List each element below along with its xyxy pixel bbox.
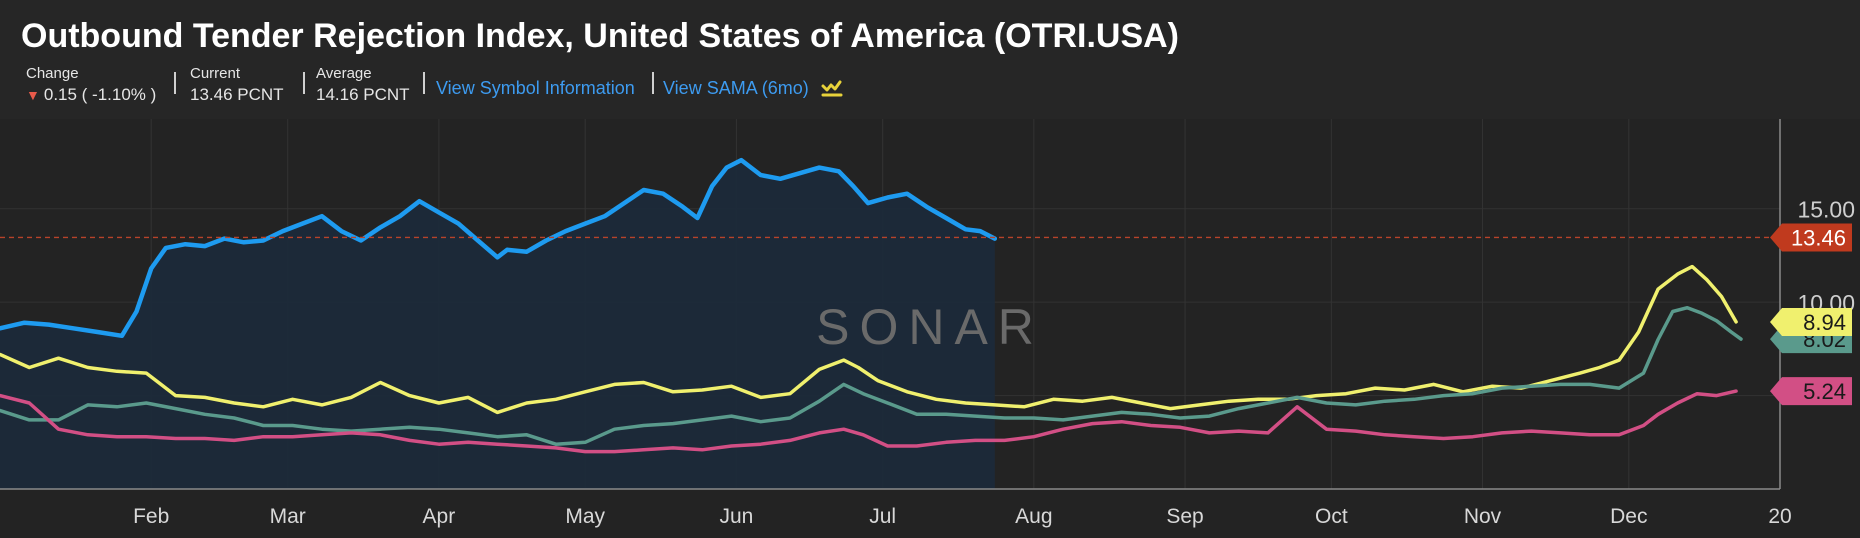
value-tag-text: 5.24	[1803, 379, 1846, 404]
pink-value-tag: 5.24	[1770, 377, 1852, 406]
page-title: Outbound Tender Rejection Index, United …	[21, 17, 1179, 55]
x-tick-label: Sep	[1166, 505, 1203, 528]
view-sama-link[interactable]: View SAMA (6mo)	[663, 78, 809, 98]
x-tick-label: Aug	[1015, 505, 1052, 528]
chart-area: SONAR Feb Mar Apr May Jun Jul Aug Sep Oct Nov Dec 2…	[0, 119, 1855, 528]
value-tag-shape	[1770, 223, 1852, 252]
x-tick-label: Oct	[1315, 505, 1348, 528]
x-tick-label: 20	[1768, 505, 1791, 528]
arrow-down-icon: ▼	[26, 87, 40, 103]
sonar-watermark: SONAR	[816, 299, 1044, 355]
divider	[174, 72, 176, 94]
x-tick-label: Mar	[270, 505, 306, 528]
sama-icon[interactable]	[820, 76, 844, 98]
x-tick-label: Dec	[1610, 505, 1647, 528]
x-tick-label: Jul	[869, 505, 896, 528]
x-tick-label: Feb	[133, 505, 169, 528]
change-value: 0.15 ( -1.10% )	[43, 85, 157, 104]
value-tag-shape	[1770, 307, 1852, 336]
current-label: Current	[190, 65, 241, 82]
yellow-value-tag: 8.94	[1770, 307, 1852, 336]
x-tick-label: Jun	[719, 505, 753, 528]
x-tick-label: May	[565, 505, 605, 528]
divider	[303, 72, 305, 94]
x-tick-label: Nov	[1464, 505, 1502, 528]
average-value: 14.16 PCNT	[316, 85, 410, 104]
change-label: Change	[26, 65, 79, 82]
chart-axes: Feb Mar Apr May Jun Jul Aug Sep Oct Nov Dec 20 15.00…	[0, 119, 1855, 528]
change-stat: Change ▼ 0.15 ( -1.10% )	[26, 66, 156, 105]
average-stat: Average 14.16 PCNT	[316, 66, 410, 105]
x-tick-label: Apr	[423, 505, 456, 528]
series-line	[0, 389, 1738, 454]
current-stat: Current 13.46 PCNT	[190, 66, 284, 105]
value-tag-text: 8.94	[1803, 310, 1846, 335]
chart-series-lines	[0, 157, 1743, 454]
divider	[652, 72, 654, 94]
header-panel: Outbound Tender Rejection Index, United …	[0, 0, 1860, 119]
average-label: Average	[316, 65, 372, 82]
series-line	[0, 305, 1743, 446]
current-value-tag: 13.46	[1770, 223, 1852, 252]
change-value-row: ▼ 0.15 ( -1.10% )	[26, 85, 156, 105]
y-tick-label: 15.00	[1797, 197, 1855, 223]
series-line	[0, 157, 998, 339]
value-tag-text: 13.46	[1791, 225, 1846, 250]
divider	[423, 72, 425, 94]
value-tag-shape	[1770, 377, 1852, 406]
current-value: 13.46 PCNT	[190, 85, 284, 104]
view-symbol-info-link[interactable]: View Symbol Information	[436, 78, 635, 98]
value-labels: 13.468.028.945.24	[1770, 223, 1852, 406]
